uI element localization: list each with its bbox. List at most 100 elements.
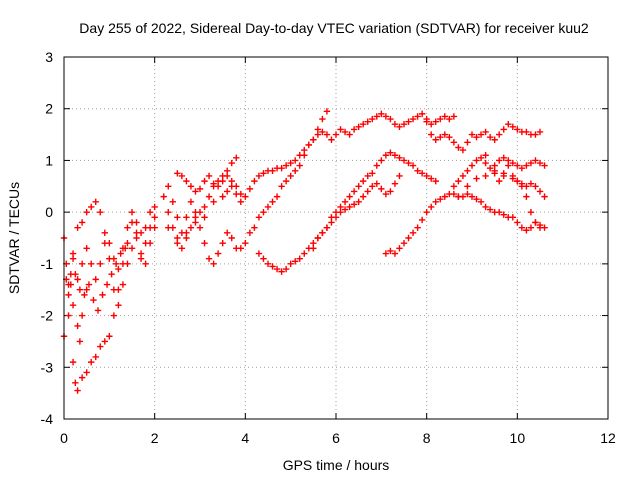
data-point (482, 152, 489, 159)
data-point (391, 180, 399, 187)
data-point (455, 177, 462, 185)
data-point (378, 185, 385, 193)
data-point (97, 260, 104, 268)
x-tick-label: 2 (151, 430, 159, 446)
data-point (88, 203, 95, 211)
data-point (101, 338, 108, 345)
data-point (292, 167, 299, 174)
data-point (418, 110, 426, 118)
data-point (391, 250, 399, 257)
data-point (414, 113, 421, 120)
data-point (301, 146, 308, 154)
data-point (237, 198, 244, 205)
data-point (151, 203, 158, 211)
data-point (88, 358, 95, 366)
data-point (423, 208, 430, 216)
data-point (301, 250, 308, 257)
data-point (536, 224, 544, 231)
data-point (364, 188, 371, 195)
data-point (242, 193, 249, 200)
data-point (387, 188, 394, 195)
y-tick-label: -4 (41, 411, 54, 427)
data-point (92, 198, 99, 205)
data-point (122, 245, 129, 252)
data-point (76, 286, 84, 293)
data-point (527, 208, 535, 216)
data-point (110, 312, 118, 319)
data-point (233, 154, 240, 162)
data-point (509, 159, 516, 167)
data-series-0 (60, 224, 158, 309)
data-point (355, 198, 362, 205)
data-point (337, 208, 344, 216)
x-axis-label: GPS time / hours (283, 457, 390, 473)
data-series-10 (310, 172, 403, 252)
data-point (355, 183, 362, 190)
data-point (224, 188, 231, 195)
data-point (518, 180, 526, 187)
y-tick-label: -1 (41, 256, 54, 272)
data-point (310, 245, 317, 252)
data-point (396, 154, 403, 162)
data-point (446, 115, 453, 123)
data-series-2 (69, 214, 158, 394)
data-point (228, 234, 235, 242)
chart-title: Day 255 of 2022, Sidereal Day-to-day VTE… (79, 20, 589, 36)
data-point (205, 193, 213, 200)
data-point (103, 281, 111, 288)
data-point (477, 131, 485, 138)
data-point (196, 208, 204, 216)
data-point (450, 113, 458, 120)
data-point (341, 198, 349, 205)
data-point (328, 136, 335, 143)
data-point (287, 172, 294, 180)
data-point (473, 133, 480, 141)
data-point (428, 131, 435, 138)
data-point (99, 291, 106, 299)
data-point (409, 229, 417, 237)
data-point (106, 239, 113, 247)
y-tick-label: 1 (45, 152, 53, 168)
data-point (187, 198, 195, 205)
data-point (278, 164, 285, 172)
data-point (373, 113, 380, 120)
data-point (486, 164, 494, 172)
data-point (500, 170, 507, 177)
data-point (441, 193, 448, 200)
data-point (369, 170, 376, 177)
data-point (260, 255, 267, 262)
data-point (128, 245, 136, 252)
data-point (124, 239, 131, 247)
data-point (292, 157, 299, 164)
data-point (65, 312, 72, 319)
data-point (142, 239, 149, 247)
data-point (360, 121, 367, 128)
data-point (364, 172, 371, 180)
data-point (183, 177, 190, 185)
plot-frame (63, 56, 609, 420)
data-point (532, 183, 539, 190)
data-point (278, 183, 285, 190)
data-point (97, 343, 104, 350)
data-point (346, 131, 353, 138)
data-point (514, 162, 521, 169)
data-point (418, 216, 426, 224)
data-series-5 (165, 108, 331, 268)
data-point (78, 219, 86, 226)
data-point (505, 162, 512, 169)
data-point (319, 128, 326, 136)
data-point (83, 245, 90, 252)
data-point (187, 224, 195, 231)
data-point (523, 183, 530, 190)
data-point (219, 172, 226, 180)
data-point (446, 133, 453, 141)
data-point (108, 271, 115, 278)
data-point (468, 162, 476, 169)
data-point (78, 312, 86, 319)
data-point (509, 214, 516, 221)
data-point (437, 115, 444, 123)
data-point (69, 358, 77, 366)
data-point (323, 108, 331, 115)
y-tick-label: -3 (41, 359, 54, 375)
